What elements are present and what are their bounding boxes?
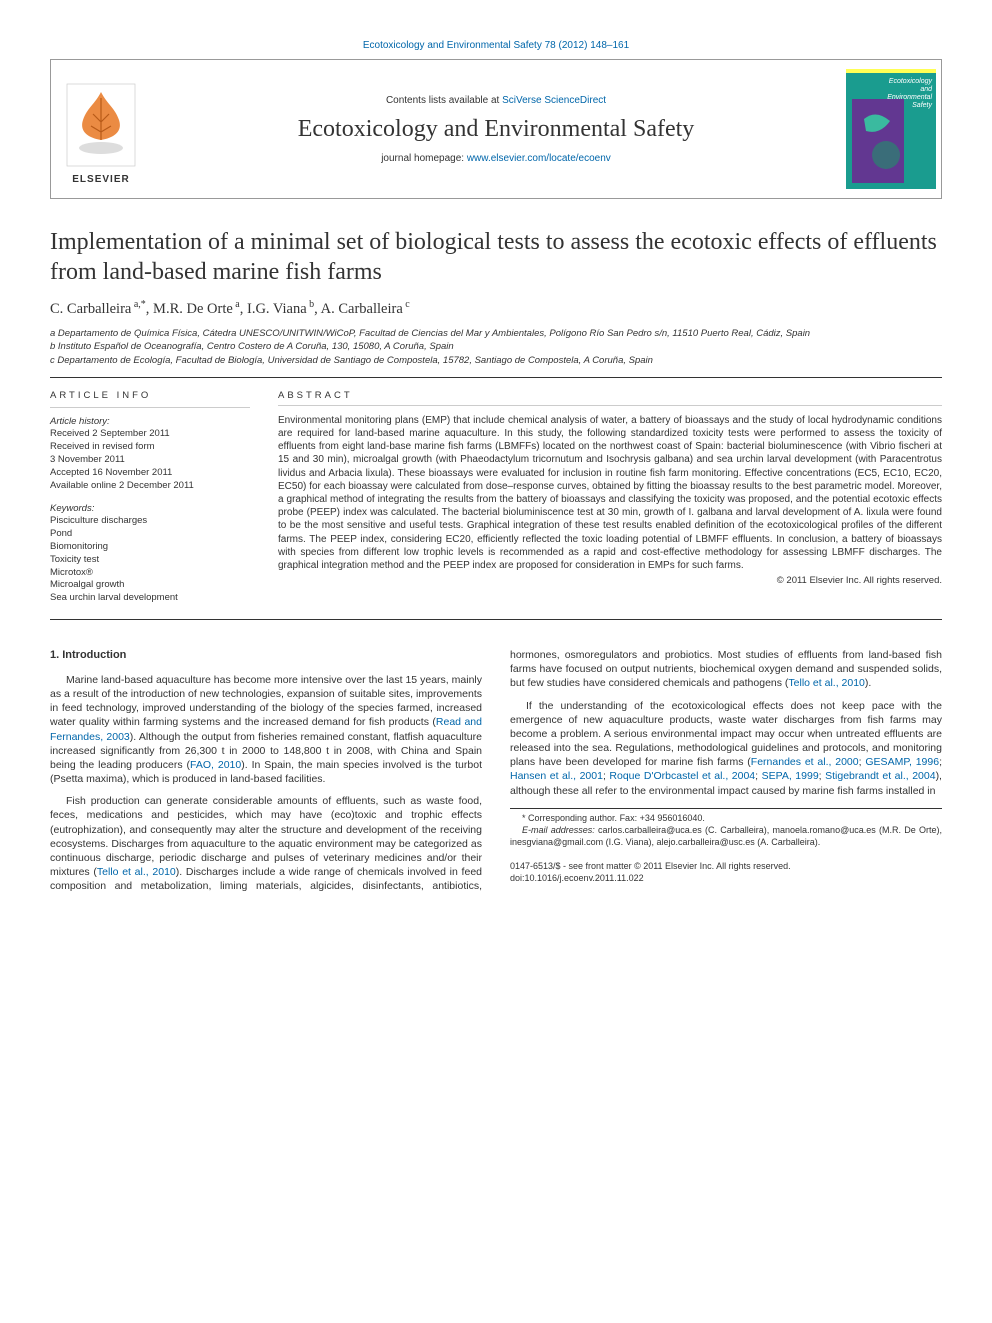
front-matter-line: 0147-6513/$ - see front matter © 2011 El… bbox=[510, 861, 942, 873]
history-revised-2: 3 November 2011 bbox=[50, 454, 250, 467]
top-citation: Ecotoxicology and Environmental Safety 7… bbox=[50, 40, 942, 51]
svg-text:and: and bbox=[920, 86, 933, 93]
journal-cover-icon: Ecotoxicology and Environmental Safety bbox=[846, 69, 936, 189]
keyword-item: Pisciculture discharges bbox=[50, 515, 250, 528]
abstract-column: ABSTRACT Environmental monitoring plans … bbox=[278, 390, 942, 605]
top-citation-link[interactable]: Ecotoxicology and Environmental Safety 7… bbox=[363, 40, 629, 51]
journal-homepage-link[interactable]: www.elsevier.com/locate/ecoenv bbox=[467, 153, 611, 164]
email-addresses: E-mail addresses: carlos.carballeira@uca… bbox=[510, 825, 942, 848]
ref-gesamp-1996[interactable]: GESAMP, 1996 bbox=[865, 756, 939, 768]
publisher-logo-cell: ELSEVIER bbox=[51, 60, 151, 198]
cover-thumb-cell: Ecotoxicology and Environmental Safety bbox=[841, 60, 941, 198]
svg-text:ELSEVIER: ELSEVIER bbox=[72, 174, 129, 185]
affiliation-c: c Departamento de Ecología, Facultad de … bbox=[50, 355, 942, 367]
journal-title: Ecotoxicology and Environmental Safety bbox=[298, 116, 695, 143]
abstract-text: Environmental monitoring plans (EMP) tha… bbox=[278, 414, 942, 572]
article-info-column: ARTICLE INFO Article history: Received 2… bbox=[50, 390, 250, 605]
ref-tello-2010-a[interactable]: Tello et al., 2010 bbox=[97, 866, 176, 878]
ref-sepa-1999[interactable]: SEPA, 1999 bbox=[762, 770, 819, 782]
article-info-heading: ARTICLE INFO bbox=[50, 390, 250, 408]
ref-stigebrandt-2004[interactable]: Stigebrandt et al., 2004 bbox=[825, 770, 935, 782]
abstract-copyright: © 2011 Elsevier Inc. All rights reserved… bbox=[278, 575, 942, 586]
keyword-item: Toxicity test bbox=[50, 554, 250, 567]
keyword-item: Microtox® bbox=[50, 567, 250, 580]
top-citation-journal: Ecotoxicology and Environmental Safety bbox=[363, 40, 542, 51]
history-revised-1: Received in revised form bbox=[50, 441, 250, 454]
journal-header-center: Contents lists available at SciVerse Sci… bbox=[151, 60, 841, 198]
svg-text:Environmental: Environmental bbox=[887, 94, 932, 101]
ref-fao-2010[interactable]: FAO, 2010 bbox=[190, 759, 241, 771]
corresponding-author: * Corresponding author. Fax: +34 9560160… bbox=[510, 813, 942, 825]
authors-line: C. Carballeira a,*, M.R. De Orte a, I.G.… bbox=[50, 299, 942, 318]
ref-tello-2010-b[interactable]: Tello et al., 2010 bbox=[788, 677, 864, 689]
doi-line: doi:10.1016/j.ecoenv.2011.11.022 bbox=[510, 873, 942, 885]
journal-header-box: ELSEVIER Contents lists available at Sci… bbox=[50, 59, 942, 199]
ref-roque-2004[interactable]: Roque D'Orbcastel et al., 2004 bbox=[609, 770, 755, 782]
homepage-prefix: journal homepage: bbox=[381, 153, 467, 164]
body-columns: 1. Introduction Marine land-based aquacu… bbox=[50, 648, 942, 893]
keyword-item: Microalgal growth bbox=[50, 579, 250, 592]
affiliation-a: a Departamento de Química Física, Cátedr… bbox=[50, 328, 942, 340]
affiliations: a Departamento de Química Física, Cátedr… bbox=[50, 328, 942, 367]
p1-text-a: Marine land-based aquaculture has become… bbox=[50, 674, 482, 729]
section-1-heading: 1. Introduction bbox=[50, 648, 482, 663]
ref-fernandes-2000[interactable]: Fernandes et al., 2000 bbox=[751, 756, 859, 768]
keyword-item: Biomonitoring bbox=[50, 541, 250, 554]
abstract-heading: ABSTRACT bbox=[278, 390, 942, 406]
elsevier-logo-icon: ELSEVIER bbox=[61, 80, 141, 190]
top-citation-pages: 78 (2012) 148–161 bbox=[545, 40, 630, 51]
history-received: Received 2 September 2011 bbox=[50, 428, 250, 441]
history-online: Available online 2 December 2011 bbox=[50, 480, 250, 493]
footnotes: * Corresponding author. Fax: +34 9560160… bbox=[510, 808, 942, 849]
bottom-meta: 0147-6513/$ - see front matter © 2011 El… bbox=[510, 861, 942, 884]
sciencedirect-link[interactable]: SciVerse ScienceDirect bbox=[502, 95, 606, 106]
intro-para-3: If the understanding of the ecotoxicolog… bbox=[510, 699, 942, 798]
affiliation-b: b Instituto Español de Oceanografía, Cen… bbox=[50, 341, 942, 353]
p2-text-c: ). bbox=[865, 677, 871, 689]
article-title: Implementation of a minimal set of biolo… bbox=[50, 227, 942, 287]
p3-sep-2: ; bbox=[939, 756, 942, 768]
contents-line: Contents lists available at SciVerse Sci… bbox=[386, 95, 606, 106]
keywords-label: Keywords: bbox=[50, 503, 250, 516]
history-accepted: Accepted 16 November 2011 bbox=[50, 467, 250, 480]
keyword-item: Sea urchin larval development bbox=[50, 592, 250, 605]
intro-para-1: Marine land-based aquaculture has become… bbox=[50, 673, 482, 786]
svg-text:Ecotoxicology: Ecotoxicology bbox=[889, 78, 933, 85]
svg-text:Safety: Safety bbox=[912, 102, 932, 109]
ref-hansen-2001[interactable]: Hansen et al., 2001 bbox=[510, 770, 603, 782]
contents-prefix: Contents lists available at bbox=[386, 95, 502, 106]
history-label: Article history: bbox=[50, 416, 250, 429]
homepage-line: journal homepage: www.elsevier.com/locat… bbox=[381, 153, 611, 164]
keyword-item: Pond bbox=[50, 528, 250, 541]
email-label: E-mail addresses: bbox=[522, 825, 595, 835]
